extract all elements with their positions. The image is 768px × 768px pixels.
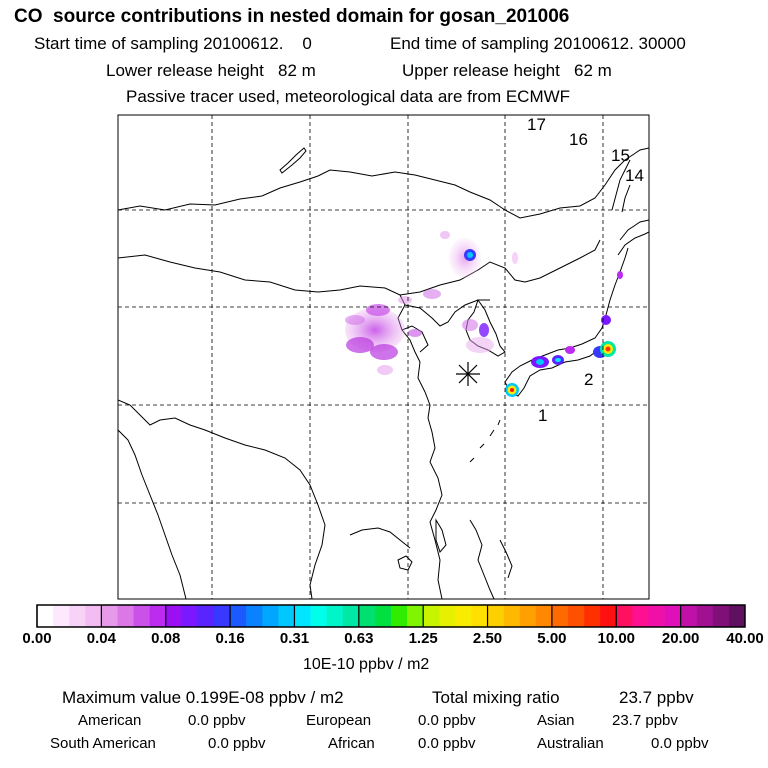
upper-release-height: Upper release height 62 m [402,61,612,80]
source-name: Australian [537,735,604,752]
source-name: Asian [537,712,575,729]
source-value: 0.0 ppbv [208,735,266,752]
colorbar-swatch [165,605,183,627]
trajectory-label: 14 [625,166,644,185]
max-value: Maximum value 0.199E-08 ppbv / m2 [62,688,344,707]
end-time: End time of sampling 20100612. 30000 [390,34,686,53]
colorbar-swatch [600,605,617,627]
colorbar-tick-label: 0.63 [344,630,374,647]
coastlines [118,147,649,599]
colorbar-border [36,604,746,628]
trajectory-label: 16 [569,130,588,149]
colorbar-swatch [423,605,440,627]
colorbar-swatch [616,605,633,627]
colorbar-swatch [326,605,344,627]
source-name: South American [50,735,156,752]
colorbar-swatch [374,605,392,627]
source-value: 0.0 ppbv [418,735,476,752]
colorbar-units: 10E-10 ppbv / m2 [303,656,430,673]
colorbar-swatch [487,605,504,627]
colorbar-swatch [214,605,231,627]
colorbar-tick-label: 40.00 [726,630,764,647]
colorbar-swatch [439,605,456,627]
colorbar-swatch [117,605,134,627]
colorbar-tick-label: 2.50 [472,630,503,647]
source-name: African [328,735,375,752]
trajectory-labels: 17 16 15 14 2 1 [527,115,644,425]
colorbar-tick-label: 20.00 [661,630,700,647]
colorbar-swatch [648,605,665,627]
colorbar-swatch [696,605,714,627]
colorbar-swatch [407,605,424,627]
colorbar-swatch [133,605,150,627]
colorbar-tick-label: 0.31 [279,630,310,647]
tracer-info: Passive tracer used, meteorological data… [126,87,571,106]
plot-title: CO source contributions in nested domain… [14,6,570,27]
source-name: American [78,712,142,729]
colorbar-swatch [535,605,553,627]
colorbar-swatch [680,605,698,627]
colorbar-swatch [584,605,601,627]
colorbar-tick-label: 0.04 [86,630,116,647]
colorbar-swatch [294,605,311,627]
total-mixing-value: 23.7 ppbv [619,688,694,707]
colorbar-swatch [712,605,730,627]
map-content [118,115,649,599]
colorbar-tick-label: 0.08 [151,630,181,647]
source-value: 0.0 ppbv [651,735,709,752]
colorbar-swatch [728,605,746,627]
colorbar-swatch [246,605,263,627]
colorbar-swatch [503,605,521,627]
colorbar-swatch [568,605,585,627]
colorbar-swatch [342,605,360,627]
colorbar-swatch [85,605,102,627]
colorbar-tick-label: 1.25 [408,630,438,647]
trajectory-label: 15 [611,146,630,165]
colorbar-tick-label: 0.00 [22,630,52,647]
colorbar-swatch [664,605,681,627]
colorbar-swatch [471,605,488,627]
colorbar-swatch [391,605,408,627]
colorbar-swatch [278,605,295,627]
colorbar-swatch [101,605,118,627]
colorbar-swatch [230,605,247,627]
colorbar-swatch [310,605,327,627]
colorbar-swatch [69,605,86,627]
colorbar [36,604,746,628]
colorbar-swatch [181,605,199,627]
source-value: 0.0 ppbv [188,712,246,729]
colorbar-tick-label: 0.16 [215,630,245,647]
source-name: European [306,712,372,729]
lower-release-height: Lower release height 82 m [106,61,316,80]
colorbar-swatch [197,605,215,627]
source-value: 23.7 ppbv [612,712,678,729]
concentration-plume [345,231,623,397]
trajectory-label: 2 [584,370,593,389]
colorbar-tick-label: 5.00 [537,630,567,647]
colorbar-swatch [632,605,649,627]
colorbar-swatch [358,605,376,627]
map-panel: 17 16 15 14 2 1 [117,114,650,600]
colorbar-swatch [149,605,167,627]
total-mixing-label: Total mixing ratio [432,688,560,707]
colorbar-swatch [519,605,537,627]
colorbar-swatch [262,605,279,627]
colorbar-swatch [37,605,54,627]
start-time: Start time of sampling 20100612. 0 [34,34,312,53]
source-value: 0.0 ppbv [418,712,476,729]
colorbar-swatch [551,605,569,627]
station-marker-asterisk [456,362,480,386]
colorbar-swatch [53,605,70,627]
map-frame [117,114,650,600]
colorbar-tick-label: 10.00 [597,630,636,647]
colorbar-swatch [455,605,472,627]
trajectory-label: 1 [538,406,547,425]
trajectory-label: 17 [527,115,546,134]
lat-lon-grid [118,115,649,599]
